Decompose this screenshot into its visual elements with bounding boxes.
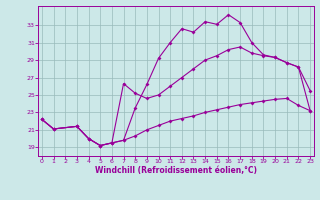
X-axis label: Windchill (Refroidissement éolien,°C): Windchill (Refroidissement éolien,°C) xyxy=(95,166,257,175)
